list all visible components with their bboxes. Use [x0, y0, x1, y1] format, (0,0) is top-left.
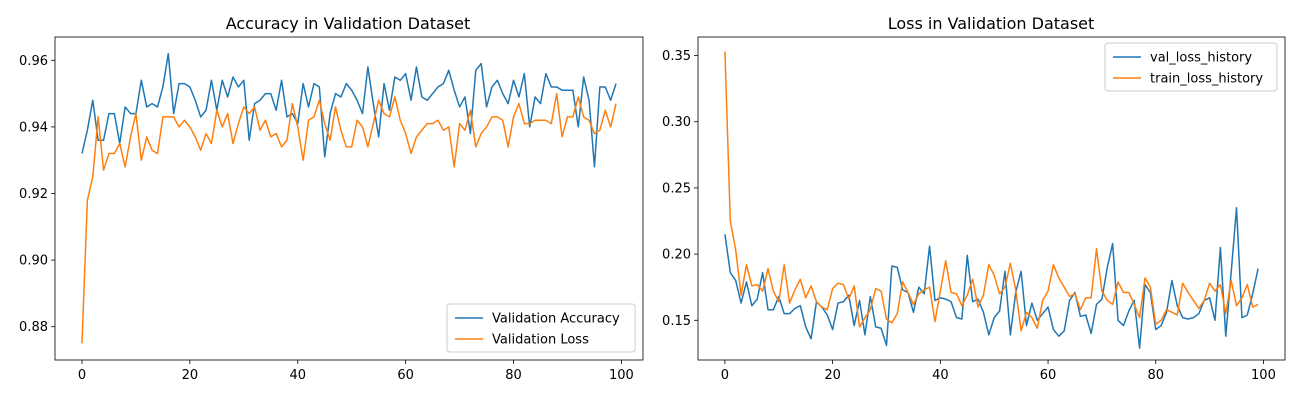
accuracy-y-tick-label: 0.90: [19, 254, 48, 269]
accuracy-legend-label-2: Validation Loss: [492, 333, 589, 348]
loss-x-tick-label: 20: [824, 368, 841, 383]
accuracy-y-tick-label: 0.96: [19, 54, 48, 69]
accuracy-x-tick-label: 60: [397, 368, 414, 383]
accuracy-series-line-2: [81, 92, 617, 344]
loss-plot-frame: [697, 36, 1286, 361]
accuracy-y-tick-label: 0.94: [19, 120, 48, 135]
accuracy-plot-frame: [54, 36, 644, 361]
loss-chart-panel: Loss in Validation Dataset 0 20 40 60 80 100 0…: [662, 14, 1286, 383]
accuracy-x-tick-label: 40: [289, 368, 306, 383]
loss-x-tick-label: 40: [932, 368, 949, 383]
loss-x-tick-label: 80: [1147, 368, 1164, 383]
loss-legend-label-1: val_loss_history: [1150, 51, 1252, 66]
accuracy-legend: Validation Accuracy Validation Loss: [446, 303, 636, 353]
accuracy-x-tick-label: 100: [609, 368, 634, 383]
loss-legend: val_loss_history train_loss_history: [1104, 42, 1278, 92]
accuracy-legend-label-1: Validation Accuracy: [492, 312, 620, 327]
loss-x-tick-label: 60: [1040, 368, 1057, 383]
accuracy-y-tick-label: 0.88: [19, 320, 48, 335]
loss-y-tick-label: 0.25: [662, 181, 691, 196]
loss-y-tick-label: 0.15: [662, 314, 691, 329]
accuracy-chart-panel: Accuracy in Validation Dataset 0 20 40 60 80…: [19, 14, 644, 383]
loss-y-tick-label: 0.20: [662, 248, 691, 263]
accuracy-chart-title: Accuracy in Validation Dataset: [226, 14, 471, 33]
loss-y-tick-label: 0.30: [662, 115, 691, 130]
loss-series-line-1: [724, 207, 1259, 349]
loss-x-tick-label: 0: [721, 368, 729, 383]
accuracy-legend-box: [446, 303, 636, 353]
accuracy-x-tick-label: 80: [505, 368, 522, 383]
loss-legend-label-2: train_loss_history: [1150, 72, 1263, 87]
loss-y-tick-label: 0.35: [662, 49, 691, 64]
loss-legend-box: [1104, 42, 1278, 92]
accuracy-y-tick-label: 0.92: [19, 187, 48, 202]
accuracy-x-tick-label: 0: [78, 368, 86, 383]
loss-series-line-2: [724, 51, 1259, 332]
loss-x-tick-label: 100: [1251, 368, 1276, 383]
accuracy-x-tick-label: 20: [182, 368, 199, 383]
loss-chart-title: Loss in Validation Dataset: [888, 14, 1095, 33]
accuracy-series-line-1: [81, 52, 617, 168]
